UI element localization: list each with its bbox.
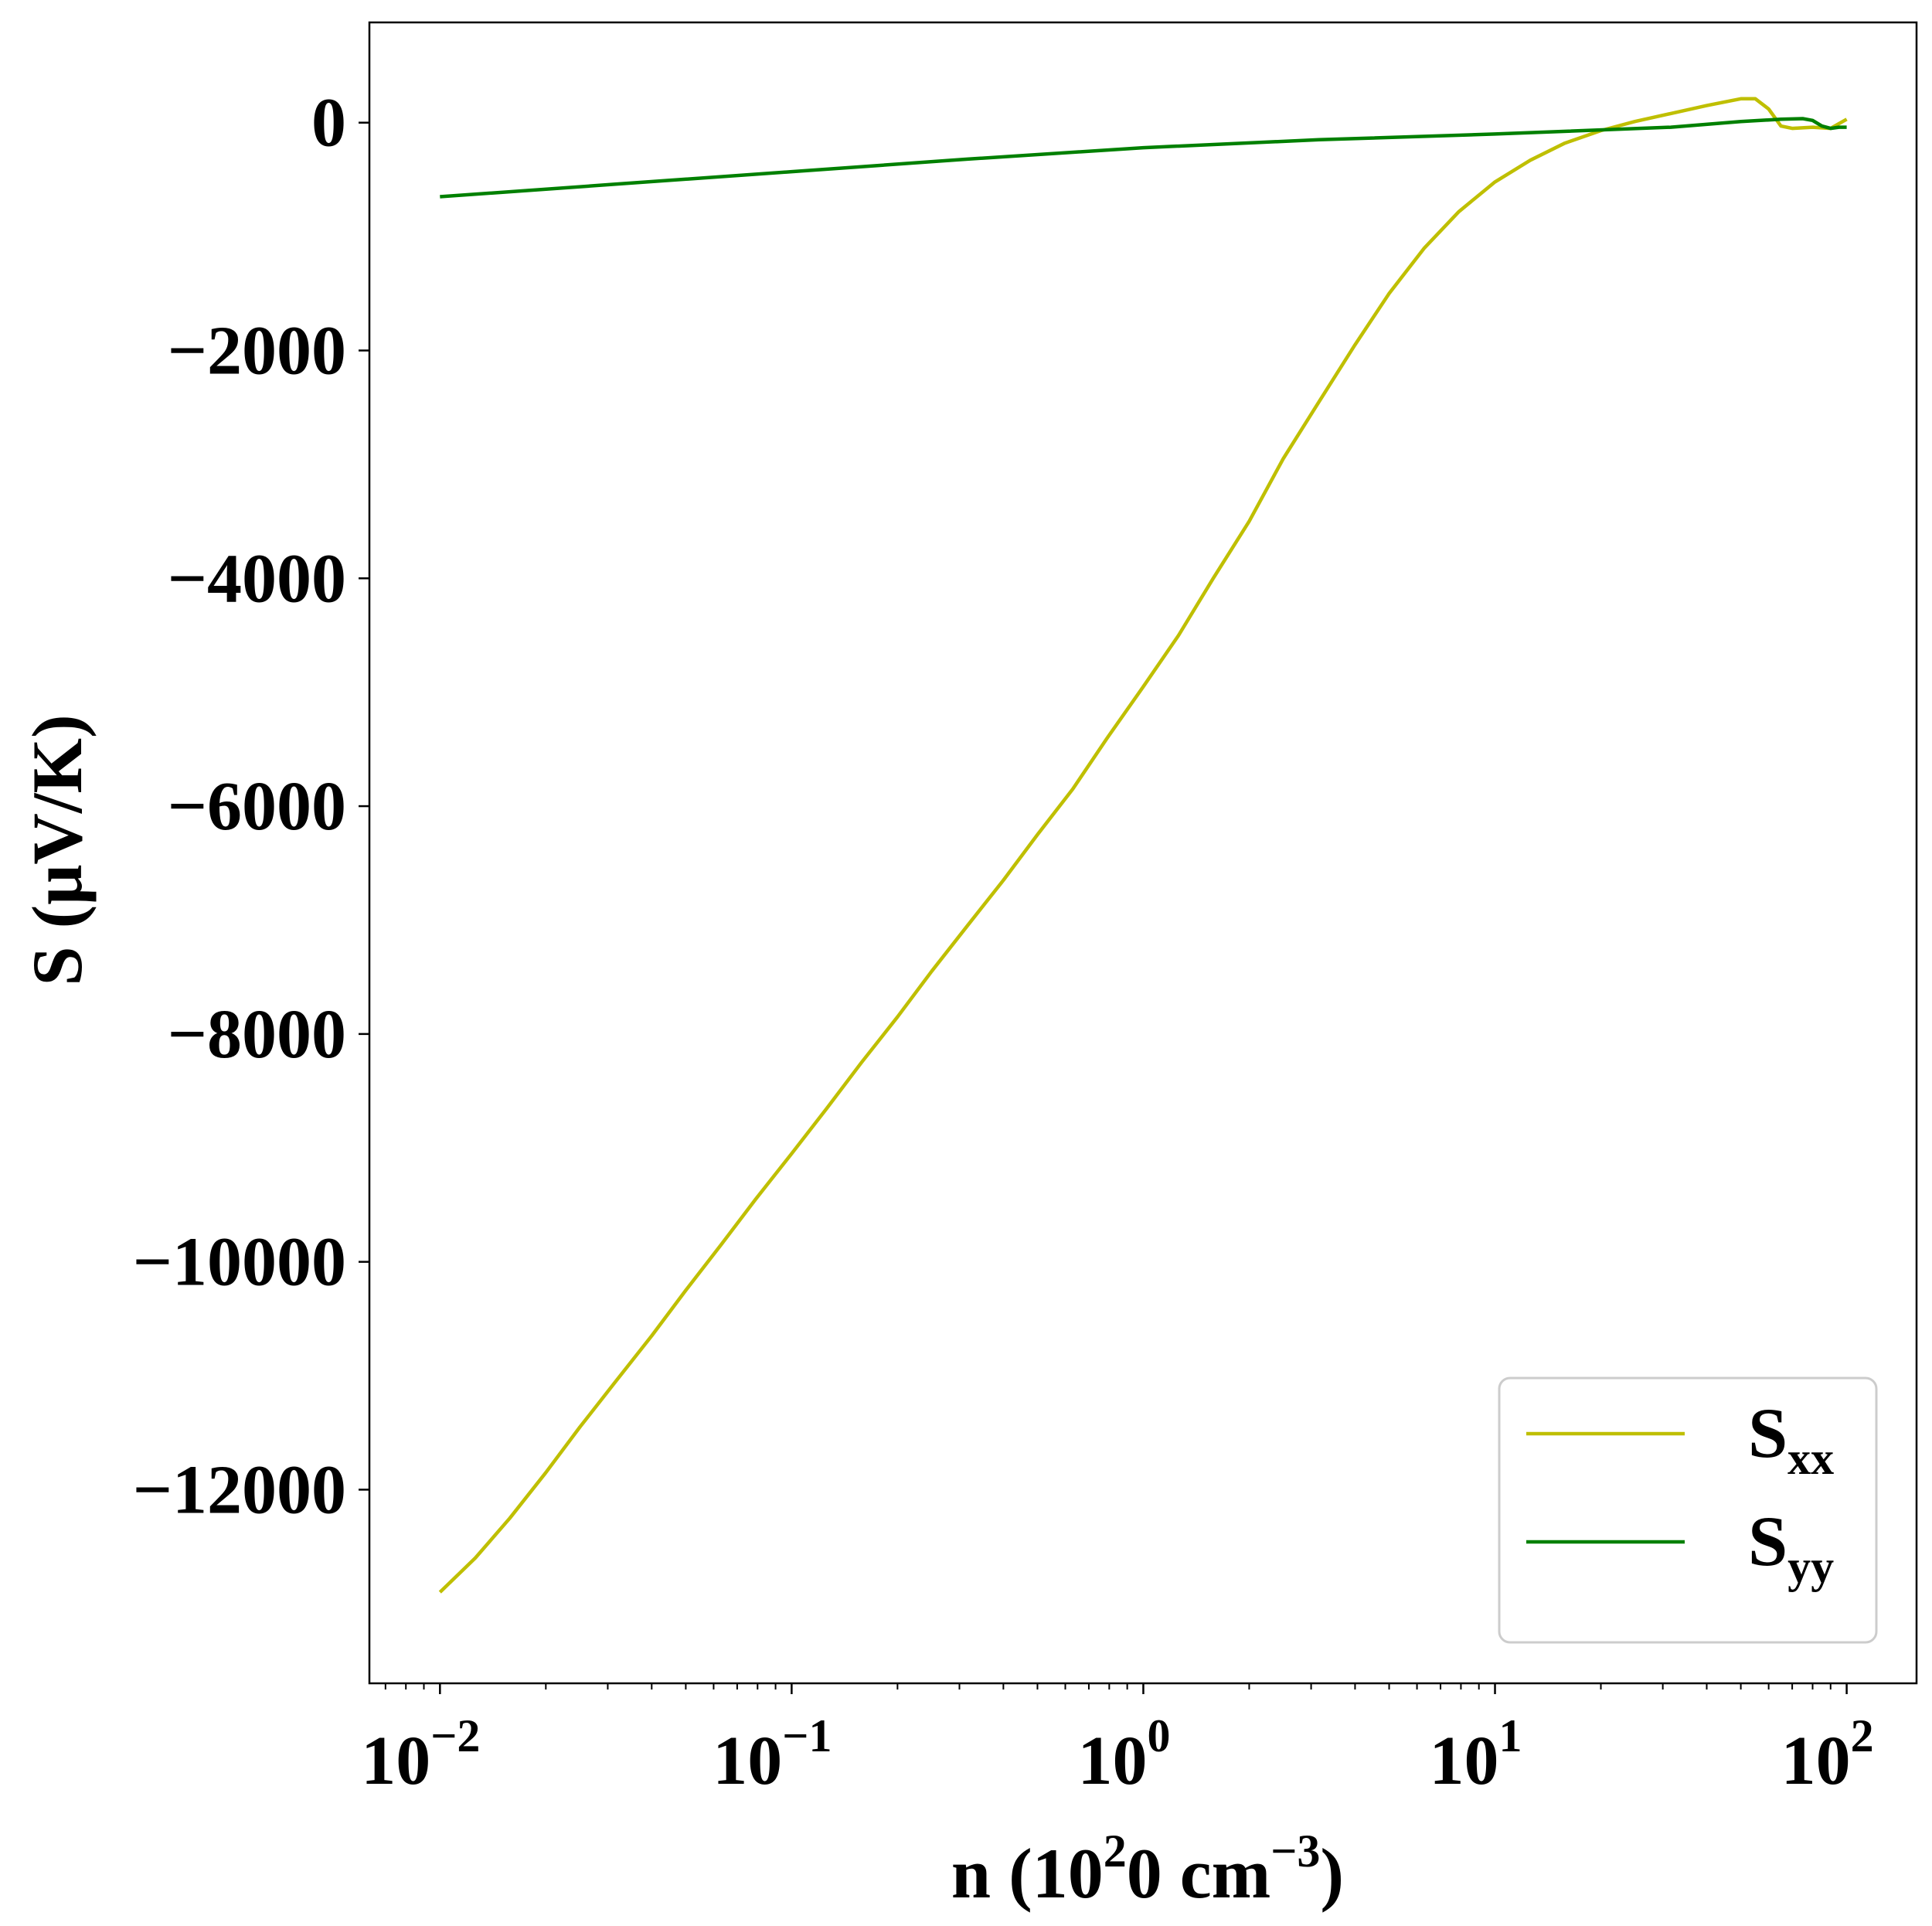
y-tick-label: −2000: [168, 312, 346, 389]
series-line-xx: [438, 97, 1848, 1594]
x-tick-label: 101: [1430, 1710, 1522, 1799]
legend-label-xx: Sxx: [1748, 1393, 1834, 1484]
y-tick-label: −4000: [168, 540, 346, 617]
x-axis-title: n (1020 cm−3): [951, 1826, 1344, 1913]
y-tick-label: −6000: [168, 768, 346, 845]
y-tick-label: 0: [311, 85, 346, 162]
x-tick-label: 10−2: [361, 1710, 480, 1799]
legend-box: [1498, 1376, 1878, 1644]
y-axis: 0 −2000 −4000 −6000 −8000 −10000 −12000: [133, 85, 369, 1528]
x-tick-label: 102: [1781, 1710, 1874, 1799]
legend: Sxx Syy: [1498, 1376, 1878, 1644]
y-tick-label: −8000: [168, 996, 346, 1073]
y-tick-label: −10000: [133, 1224, 346, 1301]
y-axis-title: S (μV/K): [18, 714, 97, 985]
legend-label-yy: Syy: [1748, 1502, 1834, 1592]
x-tick-label: 100: [1077, 1710, 1170, 1799]
x-axis: 10−2 10−1 100 101 102: [361, 1683, 1874, 1799]
series-line-yy: [440, 117, 1847, 199]
x-tick-label: 10−1: [713, 1710, 832, 1799]
series-layer: [438, 97, 1848, 1594]
y-tick-label: −12000: [133, 1451, 346, 1528]
